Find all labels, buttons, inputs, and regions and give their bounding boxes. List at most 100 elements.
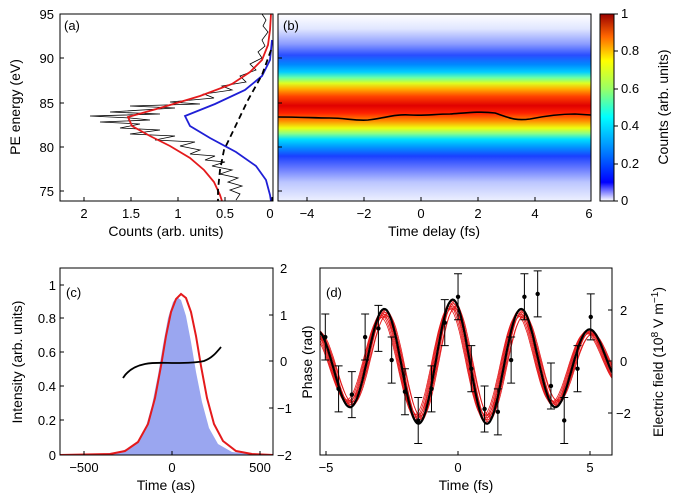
d-y2-ticks: −2 0 2: [608, 303, 631, 421]
d-data-point: [522, 294, 527, 299]
d-data-point: [349, 392, 355, 397]
d-data-point: [323, 334, 328, 340]
d-y2-axis-label: Electric field (108 V m−1): [650, 287, 666, 437]
d-reconstruction-lines: [320, 300, 612, 423]
a-ytick-label: 95: [40, 7, 54, 22]
c-y2tick-label: 2: [280, 261, 287, 276]
c-xtick-label: 0: [168, 460, 175, 475]
a-x-axis-label: Counts (arb. units): [108, 223, 223, 239]
b-xtick-label: −2: [357, 206, 372, 221]
a-y-axis-label: PE energy (eV): [7, 59, 23, 155]
c-y2tick-label: −2: [277, 448, 292, 463]
d-y2-label-base: Electric field (10: [650, 337, 666, 437]
colorbar: 0 0.2 0.4 0.6 0.8 1 Counts (arb. units): [599, 6, 671, 208]
d-xtick-label: 0: [454, 460, 461, 475]
a-panel-label: (a): [64, 18, 80, 33]
colorbar-label: Counts (arb. units): [655, 49, 671, 164]
d-data-point: [575, 366, 580, 371]
d-reconstruction-line: [320, 300, 612, 423]
b-panel-label: (b): [283, 18, 299, 33]
b-xtick-label: 4: [531, 206, 538, 221]
panel-a: (a) 75 80 85 90 95 2 1.5 1 0.5 0 Cou: [7, 7, 274, 239]
d-x-ticks: −5 0 5: [319, 451, 594, 475]
c-y-ticks: 0 0.2 0.4 0.6 0.8 1: [38, 278, 64, 463]
a-ytick-label: 90: [40, 51, 54, 66]
d-data-point: [469, 366, 474, 371]
c-ytick-label: 1: [49, 278, 56, 293]
d-data-point: [508, 357, 514, 363]
b-axes-frame: [277, 13, 592, 202]
colorbar-tick-label: 0.8: [621, 43, 639, 58]
c-xtick-label: −500: [69, 460, 98, 475]
a-xtick-label: 2: [80, 206, 87, 221]
d-y2-label-exp: 8: [650, 331, 661, 337]
c-y2tick-label: 0: [280, 354, 287, 369]
a-xtick-label: 1.5: [122, 206, 140, 221]
b-x-ticks: −4 −2 0 2 4 6: [300, 197, 593, 221]
a-ytick-label: 75: [40, 184, 54, 199]
c-x-axis-label: Time (as): [137, 477, 196, 493]
d-data-point: [389, 357, 394, 363]
a-xtick-label: 0: [266, 206, 273, 221]
a-y-ticks: 75 80 85 90 95: [40, 7, 64, 199]
colorbar-tick-label: 0.6: [621, 81, 639, 96]
d-retrieved-field-line: [320, 298, 612, 425]
c-ytick-label: 0.6: [38, 345, 56, 360]
d-xtick-label: 5: [586, 460, 593, 475]
colorbar-tick-label: 0.2: [621, 156, 639, 171]
panel-b: (b) −4 −2 0 2 4 6 Time delay (fs): [277, 13, 593, 239]
panel-c: (c) 0 0.2 0.4 0.6 0.8 1 −2 −1 0 1 2: [9, 261, 315, 493]
a-axes-frame: [59, 13, 274, 202]
d-data-point: [442, 320, 447, 325]
c-xtick-label: 500: [249, 460, 271, 475]
c-y-axis-label: Intensity (arb. units): [9, 301, 25, 424]
a-x-ticks: 2 1.5 1 0.5 0: [80, 197, 274, 221]
colorbar-gradient: [599, 13, 615, 202]
b-centroid-line: [278, 111, 591, 122]
d-reconstruction-line: [320, 303, 612, 421]
d-y2tick-label: −2: [616, 406, 631, 421]
d-data-point: [362, 334, 368, 340]
a-fit-background: [217, 49, 272, 201]
c-y2-axis-label: Phase (rad): [299, 325, 315, 398]
c-y2-ticks: −2 −1 0 1 2: [269, 261, 292, 463]
d-data-point: [588, 314, 593, 320]
d-y2-label-units: V m: [650, 303, 666, 332]
c-y2tick-label: 1: [280, 308, 287, 323]
d-reconstruction-line: [320, 307, 612, 417]
c-y2tick-label: −1: [277, 401, 292, 416]
d-x-axis-label: Time (fs): [439, 477, 494, 493]
panel-d: (d) −5 0 5 −2 0 2 Time (fs) Electric fie…: [319, 267, 666, 493]
d-y2-label-close: ): [650, 287, 666, 292]
d-data-point: [455, 294, 461, 299]
c-x-ticks: −500 0 500: [69, 451, 271, 475]
colorbar-ticks: 0 0.2 0.4 0.6 0.8 1: [614, 6, 639, 208]
d-y2tick-label: 0: [620, 354, 627, 369]
b-y-ticks: [278, 57, 282, 192]
d-data-point: [336, 386, 341, 392]
d-data-point: [562, 418, 567, 423]
b-heatmap-band: [278, 14, 591, 201]
a-ytick-label: 80: [40, 140, 54, 155]
b-xtick-label: 6: [585, 206, 592, 221]
b-xtick-label: −4: [300, 206, 315, 221]
d-panel-label: (d): [326, 285, 342, 300]
c-ytick-label: 0.4: [38, 379, 56, 394]
d-data-point: [376, 326, 381, 331]
c-intensity-line: [60, 292, 273, 455]
colorbar-tick-label: 1: [621, 6, 628, 21]
c-intensity-fill: [60, 297, 273, 455]
b-xtick-label: 0: [417, 206, 424, 221]
d-data-point: [482, 406, 487, 412]
c-ytick-label: 0.2: [38, 413, 56, 428]
c-ytick-label: 0.8: [38, 311, 56, 326]
d-data-point: [548, 383, 554, 389]
d-data-point: [495, 409, 501, 415]
d-data-point: [429, 386, 434, 392]
a-xtick-label: 0.5: [216, 206, 234, 221]
c-ytick-label: 0: [49, 448, 56, 463]
a-fit-total: [126, 14, 272, 201]
colorbar-tick-label: 0: [621, 193, 628, 208]
d-y2-label-units-exp: −1: [650, 291, 661, 303]
